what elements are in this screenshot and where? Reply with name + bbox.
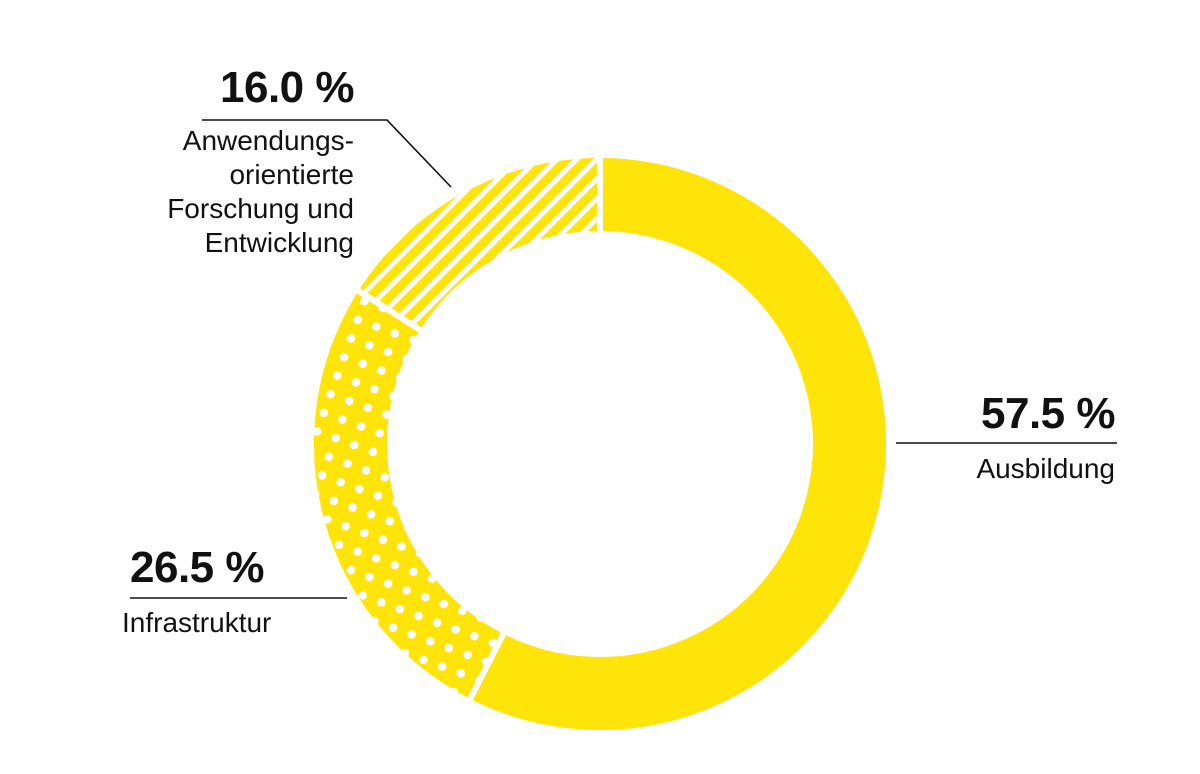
- category-label-infrastruktur: Infrastruktur: [122, 607, 272, 638]
- category-label-forschung-line2: orientierte: [229, 159, 354, 190]
- slice-infrastruktur: [308, 285, 509, 706]
- value-label-infrastruktur: 26.5 %: [130, 543, 264, 592]
- category-label-forschung-line3: Forschung und: [167, 193, 354, 224]
- slice-anwendungsorientierte: [351, 151, 603, 336]
- category-label-forschung-line4: Entwicklung: [204, 227, 354, 258]
- slice-ausbildung: [464, 151, 892, 736]
- category-label-ausbildung: Ausbildung: [976, 453, 1115, 484]
- category-label-forschung-line1: Anwendungs-: [182, 125, 354, 156]
- value-label-forschung: 16.0 %: [220, 63, 354, 112]
- label-forschung: 16.0 % Anwendungs- orientierte Forschung…: [167, 66, 354, 260]
- value-label-ausbildung: 57.5 %: [981, 389, 1115, 438]
- label-ausbildung: 57.5 % Ausbildung: [976, 392, 1115, 486]
- label-infrastruktur: 26.5 % Infrastruktur: [122, 546, 271, 640]
- leader-line-forschung: [202, 119, 452, 188]
